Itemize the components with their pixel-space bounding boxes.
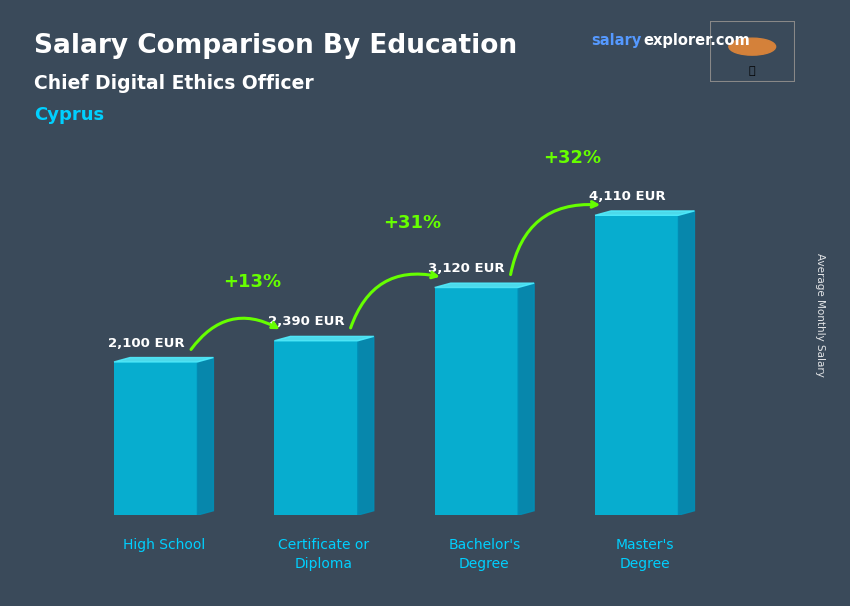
Text: +31%: +31% <box>383 215 441 232</box>
Bar <box>275 341 358 515</box>
Ellipse shape <box>728 38 775 55</box>
Bar <box>114 362 197 515</box>
Bar <box>434 287 518 515</box>
Text: High School: High School <box>122 539 205 553</box>
Text: 🌿: 🌿 <box>749 66 756 76</box>
Bar <box>595 215 678 515</box>
Text: 2,100 EUR: 2,100 EUR <box>108 336 184 350</box>
Polygon shape <box>595 211 694 215</box>
Text: Certificate or
Diploma: Certificate or Diploma <box>279 539 370 571</box>
Text: +13%: +13% <box>223 273 281 291</box>
Polygon shape <box>197 358 213 515</box>
Text: Average Monthly Salary: Average Monthly Salary <box>815 253 825 377</box>
Polygon shape <box>434 283 534 287</box>
Text: 4,110 EUR: 4,110 EUR <box>588 190 666 203</box>
Text: Master's
Degree: Master's Degree <box>615 539 674 571</box>
Polygon shape <box>275 336 374 341</box>
Polygon shape <box>114 358 213 362</box>
Text: Bachelor's
Degree: Bachelor's Degree <box>448 539 520 571</box>
Text: salary: salary <box>591 33 641 48</box>
Text: Cyprus: Cyprus <box>34 106 104 124</box>
Polygon shape <box>678 211 694 515</box>
Polygon shape <box>358 336 374 515</box>
Text: Chief Digital Ethics Officer: Chief Digital Ethics Officer <box>34 74 314 93</box>
Text: 3,120 EUR: 3,120 EUR <box>428 262 505 275</box>
Text: +32%: +32% <box>543 148 602 167</box>
Text: 2,390 EUR: 2,390 EUR <box>268 315 344 328</box>
Text: explorer.com: explorer.com <box>643 33 751 48</box>
Polygon shape <box>518 283 534 515</box>
Text: Salary Comparison By Education: Salary Comparison By Education <box>34 33 517 59</box>
